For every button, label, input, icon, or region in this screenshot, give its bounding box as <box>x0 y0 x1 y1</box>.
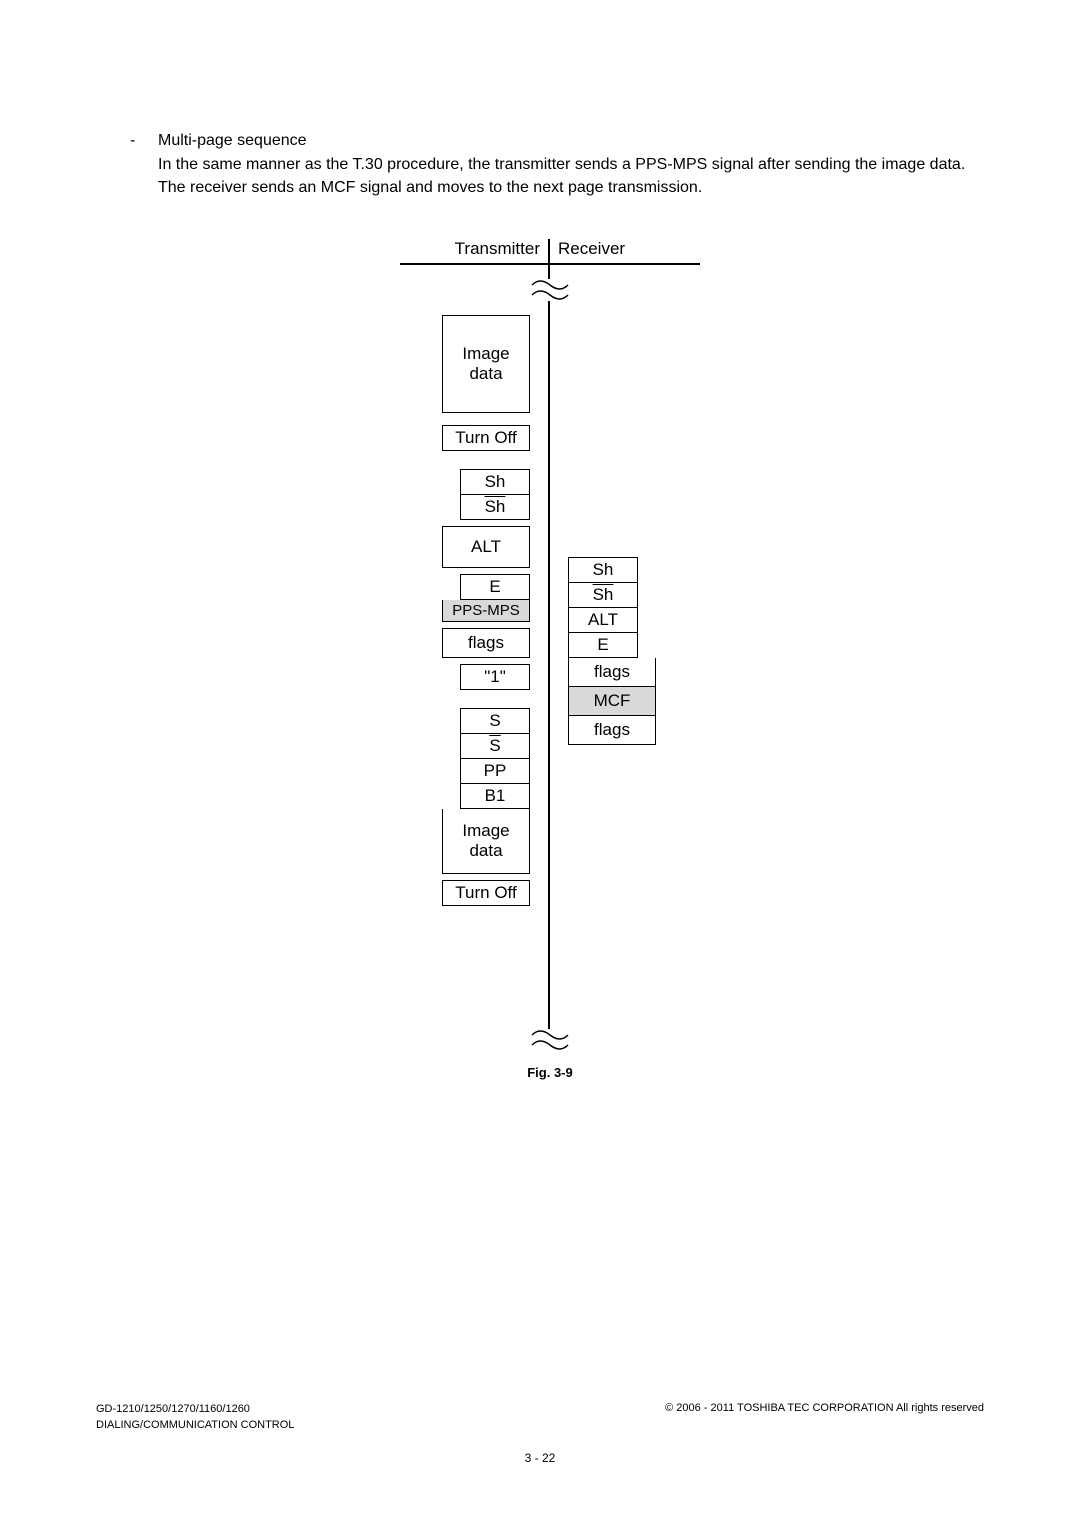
diagram-lanes: Image data Turn Off Sh Sh ALT E PPS-MPS … <box>400 265 700 1045</box>
box-turn-off-1: Turn Off <box>442 425 530 451</box>
wave-top-icon <box>528 279 572 301</box>
header-receiver: Receiver <box>550 239 700 265</box>
footer-left: GD-1210/1250/1270/1160/1260 DIALING/COMM… <box>96 1402 294 1433</box>
section-description: In the same manner as the T.30 procedure… <box>158 154 970 199</box>
box-rx-sh: Sh <box>568 557 638 583</box>
footer-copyright: © 2006 - 2011 TOSHIBA TEC CORPORATION Al… <box>665 1402 984 1433</box>
box-image-data-2: Image data <box>442 809 530 874</box>
figure-caption: Fig. 3-9 <box>400 1065 700 1080</box>
footer-section: DIALING/COMMUNICATION CONTROL <box>96 1418 294 1433</box>
bullet-marker: - <box>130 130 142 199</box>
box-one: "1" <box>460 664 530 690</box>
box-rx-e: E <box>568 633 638 658</box>
box-pp: PP <box>460 759 530 784</box>
box-rx-flags-2: flags <box>568 716 656 745</box>
box-s-bar: S <box>460 734 530 759</box>
header-transmitter: Transmitter <box>400 239 550 265</box>
box-image-data-1: Image data <box>442 315 530 413</box>
box-s: S <box>460 708 530 734</box>
box-flags-tx: flags <box>442 628 530 658</box>
wave-bottom-icon <box>528 1029 572 1051</box>
diagram-headers: Transmitter Receiver <box>400 239 700 265</box>
receiver-lane: Sh Sh ALT E flags MCF flags <box>550 265 700 1045</box>
box-rx-sh-bar: Sh <box>568 583 638 608</box>
footer-model: GD-1210/1250/1270/1160/1260 <box>96 1402 294 1417</box>
box-rx-alt: ALT <box>568 608 638 633</box>
box-turn-off-2: Turn Off <box>442 880 530 906</box>
item-body: Multi-page sequence In the same manner a… <box>158 130 970 199</box>
page-number: 3 - 22 <box>96 1451 984 1465</box>
box-sh-1: Sh <box>460 469 530 495</box>
box-b1: B1 <box>460 784 530 809</box>
box-pps-mps: PPS-MPS <box>442 600 530 622</box>
box-sh-bar-1: Sh <box>460 495 530 520</box>
transmitter-lane: Image data Turn Off Sh Sh ALT E PPS-MPS … <box>400 265 550 1045</box>
box-e: E <box>460 574 530 600</box>
box-rx-mcf: MCF <box>568 687 656 716</box>
section-title: Multi-page sequence <box>158 130 970 152</box>
sequence-diagram: Transmitter Receiver Image data Turn Off… <box>400 239 700 1080</box>
page-footer: GD-1210/1250/1270/1160/1260 DIALING/COMM… <box>0 1402 1080 1465</box>
bullet-item: - Multi-page sequence In the same manner… <box>130 130 970 199</box>
box-rx-flags-1: flags <box>568 658 656 687</box>
page-content: - Multi-page sequence In the same manner… <box>0 0 1080 1080</box>
box-alt: ALT <box>442 526 530 568</box>
